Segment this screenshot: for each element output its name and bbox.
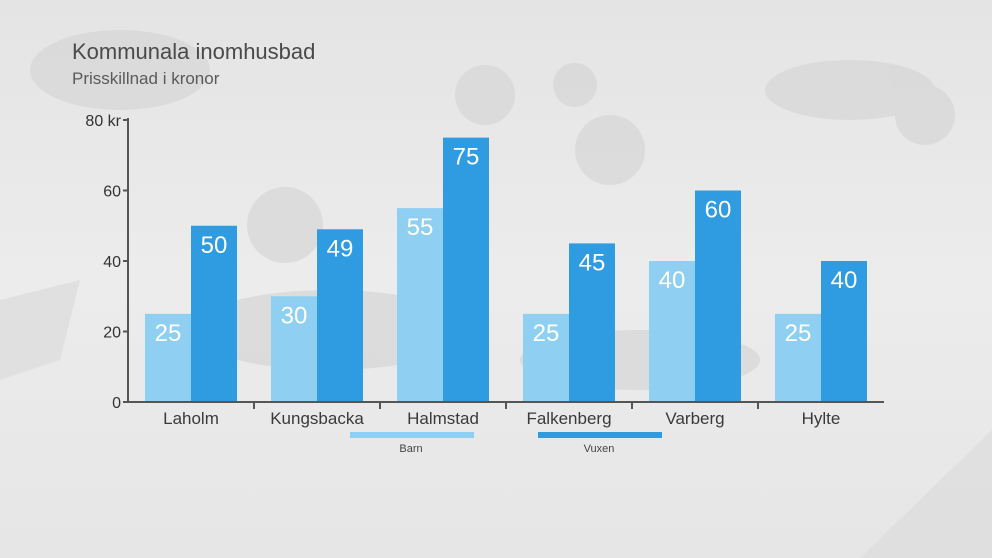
x-tick-label: Kungsbacka [270,409,364,428]
bars-group: 25 50 30 49 55 75 25 45 40 60 25 40 [145,137,867,402]
x-tick-label: Laholm [163,409,219,428]
bar-value-label: 60 [705,197,732,224]
bar-value-label: 45 [579,249,606,276]
y-tick-label: 40 [103,254,121,271]
legend-label: Barn [399,443,422,455]
bar-value-label: 25 [785,320,812,347]
bar-barn [397,208,443,402]
x-tick-label: Falkenberg [526,409,611,428]
legend-swatch-vuxen [538,432,662,438]
bar-vuxen [443,137,489,402]
bar-value-label: 75 [453,144,480,171]
legend-label: Vuxen [584,443,615,455]
bar-value-label: 25 [533,320,560,347]
y-tick-label: 20 [103,325,121,342]
bar-value-label: 49 [327,235,354,262]
bar-value-label: 40 [831,267,858,294]
bar-value-label: 50 [201,232,228,259]
y-tick-label: 60 [103,184,121,201]
x-axis-ticks: Laholm Kungsbacka Halmstad Falkenberg Varber… [163,402,840,428]
legend: Barn Vuxen [350,432,662,455]
legend-swatch-barn [350,432,474,438]
bar-barn [775,313,821,402]
x-tick-label: Varberg [665,409,724,428]
y-tick-label: 0 [112,395,121,412]
bar-barn [271,296,317,402]
bar-vuxen [695,190,741,402]
y-tick-label: 80 kr [85,113,121,130]
bar-barn [145,313,191,402]
bar-value-label: 55 [407,214,434,241]
bar-barn [649,261,695,402]
y-axis-ticks: 0 20 40 60 80 kr [85,113,128,412]
bar-vuxen [569,243,615,402]
bar-barn [523,313,569,402]
bar-vuxen [317,229,363,402]
bar-vuxen [191,225,237,402]
bar-vuxen [821,261,867,402]
chart-title: Kommunala inomhusbad [72,39,315,64]
bar-value-label: 25 [155,320,182,347]
x-tick-label: Hylte [802,409,841,428]
bar-value-label: 40 [659,267,686,294]
x-tick-label: Halmstad [407,409,479,428]
bar-value-label: 30 [281,302,308,329]
chart-subtitle: Prisskillnad i kronor [72,69,220,88]
